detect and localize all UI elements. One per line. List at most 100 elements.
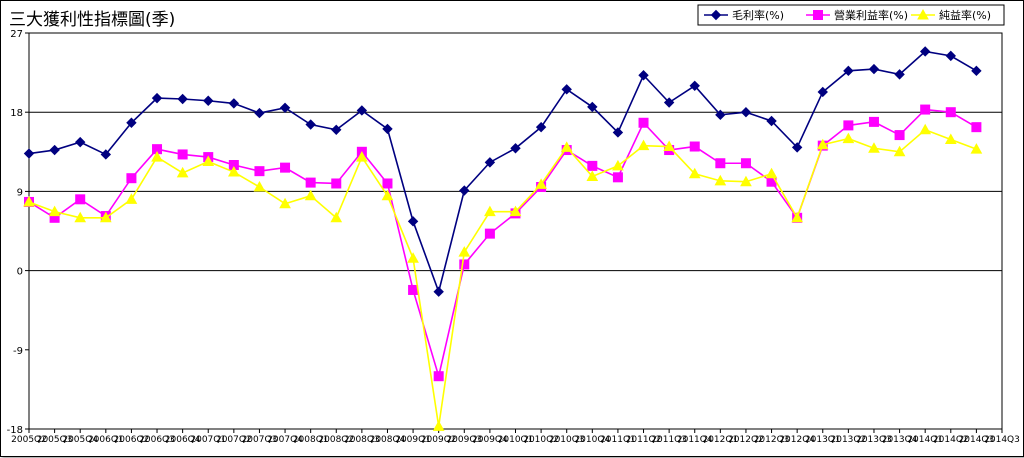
data-point-s3 [740, 175, 752, 187]
data-point-s1 [203, 95, 214, 106]
data-point-s3 [560, 141, 573, 152]
data-point-s2 [638, 117, 649, 128]
x-tick-label: 2010Q3 [549, 435, 585, 445]
x-tick-label: 2007Q4 [267, 435, 303, 445]
x-tick-label: 2009Q2 [421, 435, 457, 445]
y-tick-label: 27 [10, 29, 23, 40]
data-point-s1 [945, 50, 956, 62]
legend-label-1: 毛利率(%) [732, 8, 784, 22]
x-tick-label: 2008Q3 [344, 435, 380, 445]
data-point-s3 [202, 155, 215, 166]
data-point-s1 [228, 98, 240, 109]
y-tick-label: -18 [7, 425, 23, 436]
data-point-s1 [100, 149, 112, 160]
x-tick-label: 2011Q1 [600, 435, 636, 445]
y-tick-label: 0 [17, 267, 23, 278]
data-point-s2 [587, 160, 598, 171]
data-point-s1 [75, 136, 86, 148]
data-point-s2 [305, 177, 316, 188]
x-tick-label: 2005Q2 [11, 435, 47, 445]
x-tick-label: 2006Q1 [88, 435, 124, 445]
data-point-s1 [382, 123, 393, 135]
data-point-s3 [663, 140, 675, 152]
data-point-s3 [48, 205, 61, 217]
x-tick-label: 2012Q2 [728, 435, 764, 445]
data-point-s1 [868, 63, 880, 75]
x-tick-label: 2012Q3 [754, 435, 790, 445]
data-point-s1 [510, 143, 521, 154]
x-tick-label: 2010Q2 [523, 435, 559, 445]
legend-label-3: 純益率(%) [939, 8, 991, 22]
data-point-s2 [459, 259, 470, 270]
chart-title: 三大獲利性指標圖(季) [9, 10, 175, 30]
x-tick-label: 2010Q4 [574, 435, 610, 445]
series-line-1 [28, 50, 977, 295]
data-point-s2 [868, 116, 879, 127]
y-tick-label: 18 [10, 108, 23, 119]
data-point-s1 [766, 115, 777, 127]
x-tick-label: 2006Q3 [139, 435, 175, 445]
data-point-s2 [689, 141, 700, 152]
data-point-s3 [919, 123, 932, 135]
data-point-s3 [432, 420, 445, 431]
data-point-s2 [894, 130, 905, 141]
data-point-s3 [612, 159, 624, 171]
data-point-s2 [254, 166, 265, 177]
data-point-s1 [715, 109, 726, 121]
data-point-s1 [740, 106, 752, 118]
data-point-s1 [919, 46, 931, 57]
data-point-s3 [176, 166, 189, 178]
data-point-s1 [612, 127, 624, 138]
data-point-s1 [791, 142, 803, 153]
data-point-s1 [535, 121, 547, 133]
data-point-s1 [587, 101, 598, 113]
data-point-s2 [177, 149, 188, 160]
data-point-s1 [689, 80, 700, 92]
x-tick-label: 2013Q2 [831, 435, 867, 445]
x-tick-label: 2011Q2 [626, 435, 662, 445]
x-tick-label: 2012Q1 [702, 435, 738, 445]
plot-area: -18-90918272005Q22005Q32005Q42006Q12006Q… [7, 29, 1020, 445]
data-point-s3 [253, 180, 266, 192]
data-point-s2 [920, 104, 931, 115]
data-point-s2 [945, 107, 956, 118]
data-point-s1 [484, 157, 496, 168]
data-point-s1 [356, 105, 368, 116]
data-point-s3 [23, 195, 35, 207]
data-point-s2 [715, 158, 726, 169]
x-tick-label: 2010Q1 [498, 435, 534, 445]
data-point-s1 [459, 185, 470, 196]
data-point-s1 [279, 102, 291, 114]
series-line-2 [28, 108, 977, 380]
data-point-s1 [433, 286, 444, 297]
plot-border [28, 32, 1003, 430]
x-tick-label: 2011Q3 [651, 435, 687, 445]
x-tick-label: 2012Q4 [779, 435, 815, 445]
data-point-s3 [304, 189, 317, 201]
x-tick-label: 2013Q4 [882, 435, 918, 445]
data-point-s1 [638, 70, 649, 81]
x-tick-label: 2014Q3 [959, 435, 995, 445]
legend-marker-1 [710, 9, 722, 21]
data-point-s1 [305, 119, 316, 130]
data-point-s1 [663, 97, 675, 108]
data-point-s2 [280, 162, 291, 173]
data-point-s2 [433, 371, 444, 382]
data-point-s1 [254, 107, 265, 119]
x-tick-label: 2008Q4 [370, 435, 406, 445]
data-point-s2 [382, 178, 393, 189]
data-point-s1 [177, 93, 188, 105]
data-point-s3 [535, 178, 547, 189]
legend-marker-3 [917, 8, 929, 20]
data-point-s1 [561, 84, 572, 95]
x-tick-label: 2008Q2 [318, 435, 354, 445]
data-point-s3 [688, 167, 701, 179]
data-point-s3 [74, 211, 87, 223]
data-point-s1 [843, 65, 854, 77]
x-tick-label: 2009Q1 [395, 435, 431, 445]
data-point-s3 [791, 211, 804, 223]
data-point-s3 [893, 145, 906, 157]
x-tick-label: 2014Q2 [933, 435, 969, 445]
